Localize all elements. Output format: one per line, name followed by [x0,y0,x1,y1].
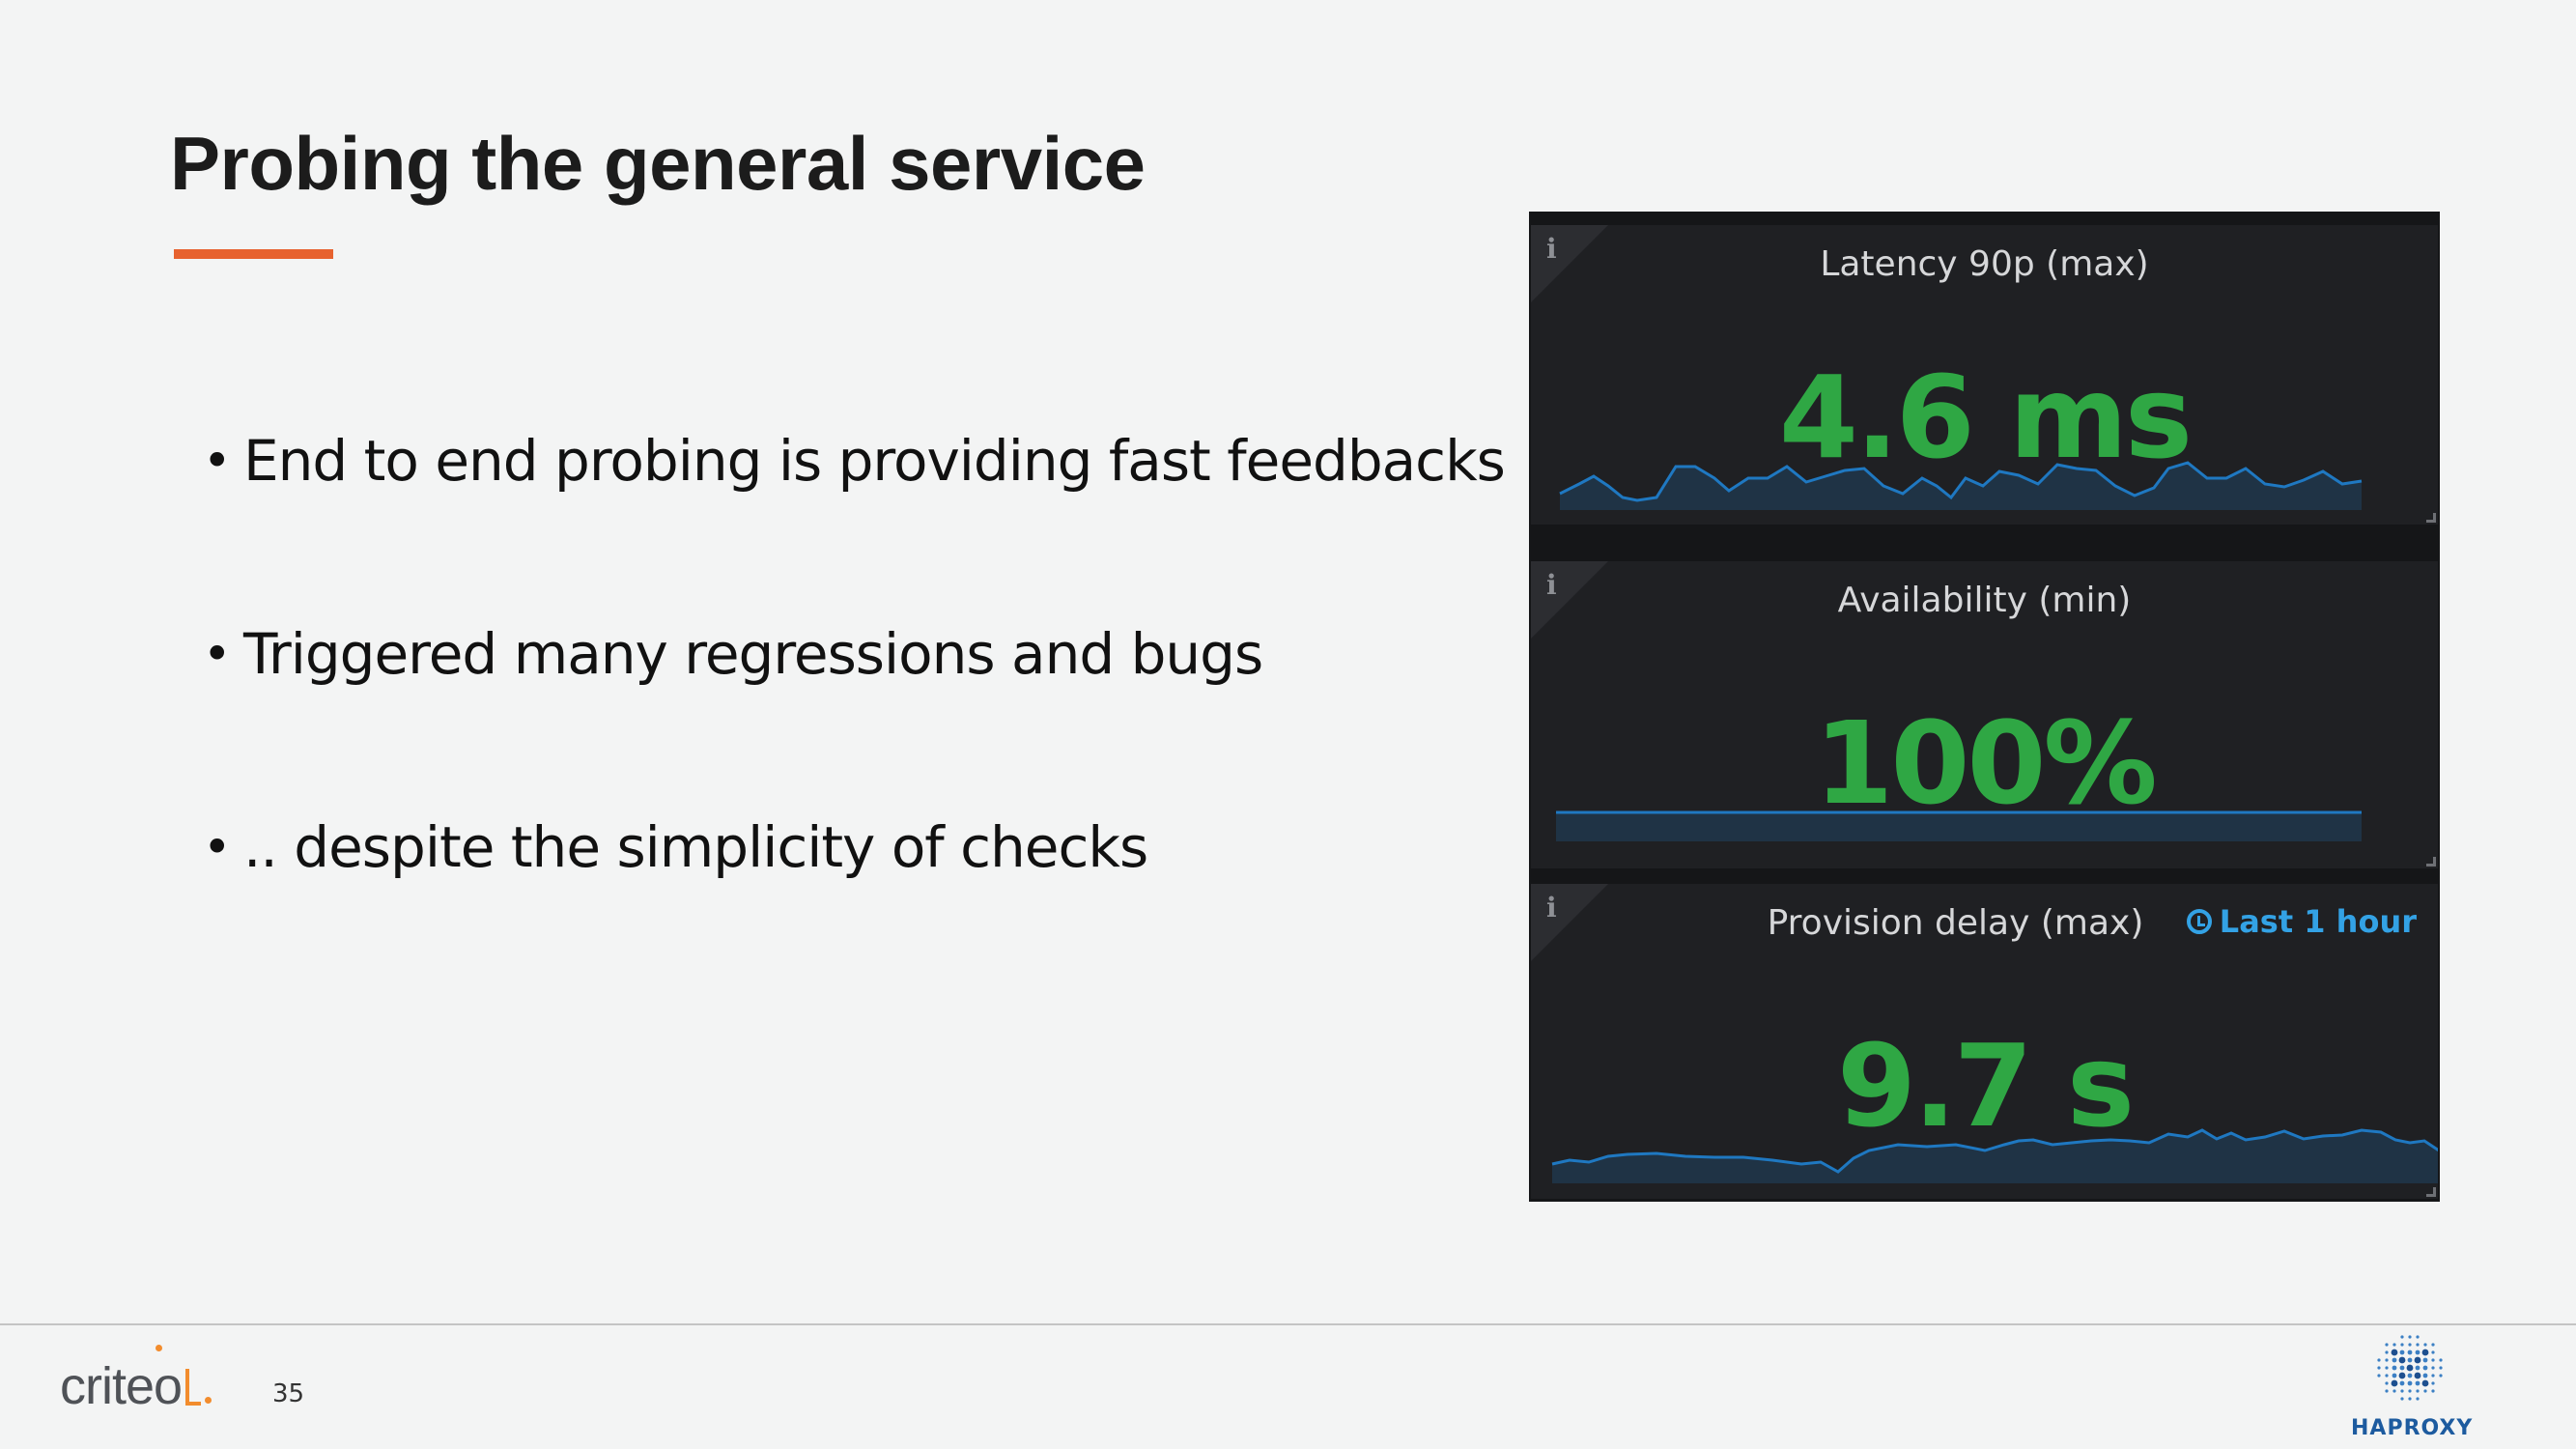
criteo-logo: criteo [60,1345,212,1416]
panel-info-corner[interactable] [1531,884,1608,961]
info-icon[interactable]: i [1546,569,1557,601]
provision-delay-value: 9.7 s [1836,1019,2135,1152]
bullet-list: End to end probing is providing fast fee… [203,415,1506,995]
slide-title: Probing the general service [170,121,1146,206]
resize-handle[interactable] [2426,1187,2436,1197]
haproxy-logo-icon [2377,1335,2443,1401]
bullet-item: End to end probing is providing fast fee… [203,415,1506,609]
resize-handle[interactable] [2426,857,2436,867]
time-range-text: Last 1 hour [2219,903,2417,940]
title-underline [174,249,333,259]
time-range-label[interactable]: Last 1 hour [2186,903,2417,940]
panel-info-corner[interactable] [1531,561,1608,639]
criteo-logo-text: criteo [60,1357,183,1415]
resize-handle[interactable] [2426,513,2436,523]
haproxy-logo-text: HAPROXY [2351,1416,2474,1440]
panel-title[interactable]: Availability (min) [1837,581,2132,620]
provision-delay-panel: i Provision delay (max) Last 1 hour 9.7 … [1531,884,2438,1199]
bullet-item: Triggered many regressions and bugs [203,609,1497,802]
provision-sparkline [1551,1128,2438,1183]
latency-sparkline [1559,461,2363,510]
panel-title[interactable]: Provision delay (max) [1767,903,2144,943]
dashboard-screenshot: i Latency 90p (max) 4.6 ms i Availabilit… [1529,212,2440,1202]
availability-sparkline [1556,810,2362,841]
availability-panel: i Availability (min) 100% [1531,561,2438,868]
bullet-item: .. despite the simplicity of checks [203,802,1497,995]
info-icon[interactable]: i [1546,233,1557,265]
logo-bracket [185,1369,202,1406]
page-number: 35 [272,1379,305,1408]
logo-dot [156,1345,162,1351]
availability-value: 100% [1814,696,2158,830]
panel-info-corner[interactable] [1531,225,1608,302]
footer-divider [0,1323,2576,1325]
clock-icon [2186,909,2212,934]
latency-value: 4.6 ms [1778,351,2193,484]
latency-panel: i Latency 90p (max) 4.6 ms [1531,225,2438,525]
logo-period [205,1397,212,1404]
panel-title[interactable]: Latency 90p (max) [1820,244,2149,284]
info-icon[interactable]: i [1546,892,1557,923]
